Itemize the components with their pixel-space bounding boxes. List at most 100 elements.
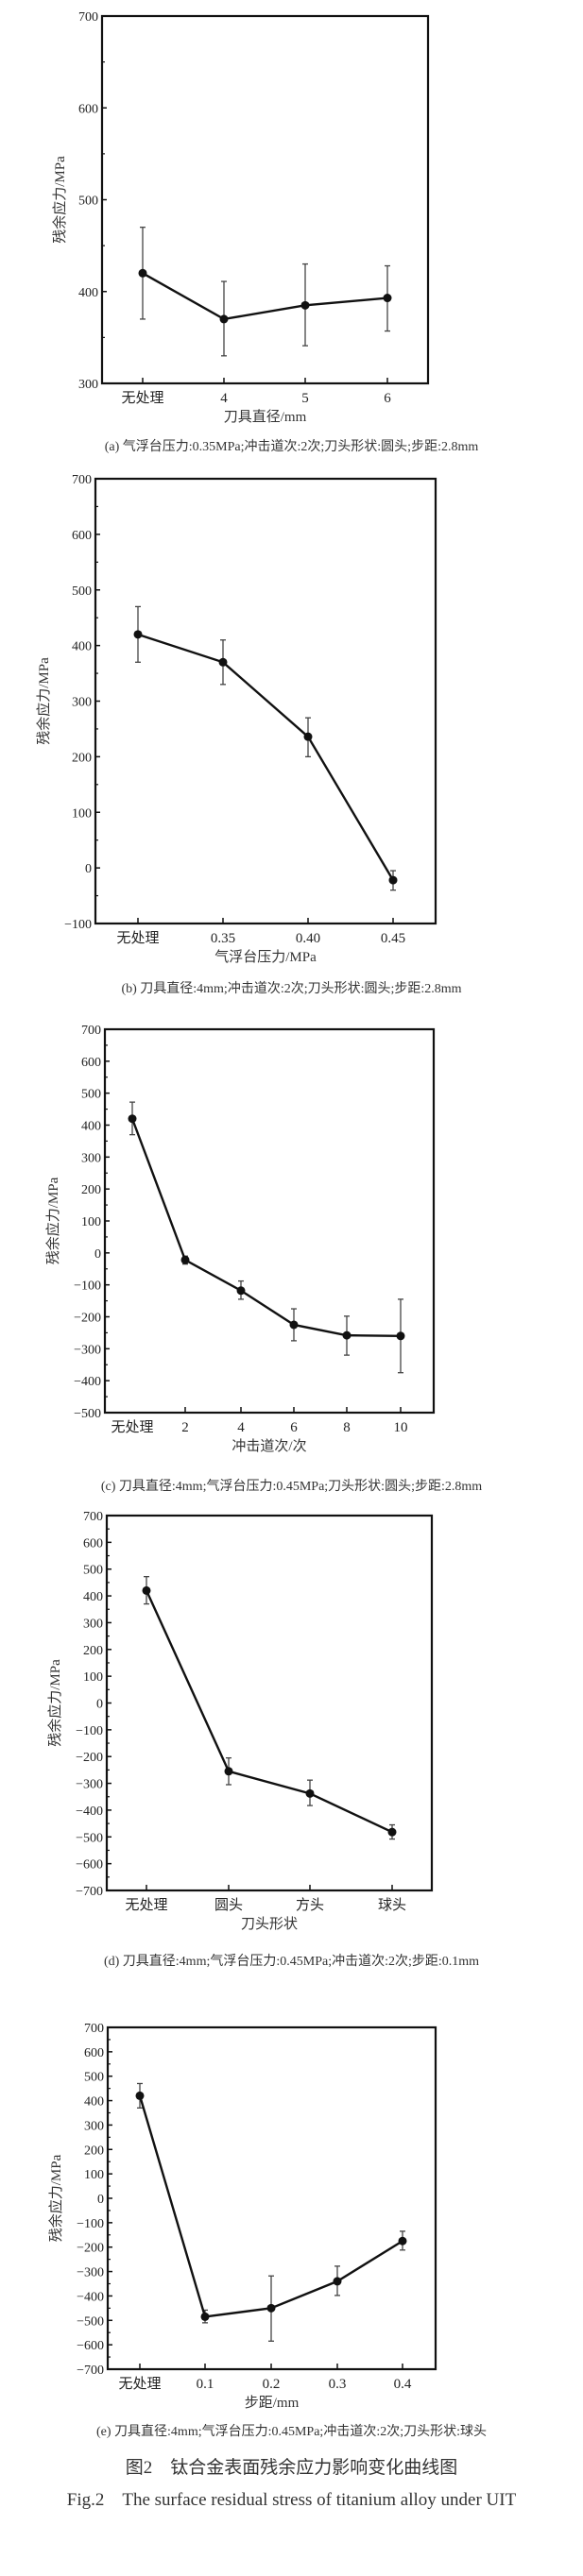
x-tick-label: 2 — [181, 1420, 189, 1435]
y-tick-label: 100 — [72, 806, 92, 821]
y-tick-label: 300 — [72, 696, 92, 710]
y-tick-label: 500 — [78, 195, 98, 209]
x-tick-label: 0.3 — [329, 2377, 347, 2392]
data-point — [300, 300, 310, 310]
y-tick-label: 600 — [83, 1536, 103, 1551]
y-tick-label: 500 — [83, 1564, 103, 1578]
y-tick-label: −500 — [76, 1831, 103, 1845]
data-point — [128, 1114, 137, 1124]
x-tick-label: 0.4 — [394, 2377, 412, 2392]
x-tick-label: 无处理 — [116, 930, 159, 946]
series-line — [142, 272, 388, 321]
y-tick-label: −100 — [64, 918, 92, 932]
data-point — [383, 294, 392, 303]
chart-panel-e: −700 −600 −500 −400 −300 −200 −100 0 100 200 300 40… — [47, 2022, 437, 2411]
series-line — [137, 633, 395, 881]
x-axis-label: 气浮台压力/MPa — [214, 949, 317, 965]
y-tick-label: 600 — [81, 1056, 101, 1070]
x-tick-label: 4 — [237, 1420, 245, 1435]
y-tick-label: 700 — [84, 2022, 104, 2036]
x-tick-label: 0.40 — [296, 931, 320, 946]
y-tick-label: 500 — [84, 2071, 104, 2085]
y-tick-label: −500 — [74, 1407, 101, 1421]
y-tick-label: −400 — [77, 2290, 104, 2304]
y-axis-label: 残余应力/MPa — [46, 1659, 63, 1747]
caption-e: (e) 刀具直径:4mm;气浮台压力:0.45MPa;冲击道次:2次;刀头形状:… — [96, 2425, 487, 2439]
caption-c: (c) 刀具直径:4mm;气浮台压力:0.45MPa;刀头形状:圆头;步距:2.… — [100, 1480, 483, 1494]
x-tick-label: 无处理 — [111, 1419, 153, 1435]
x-tick-label: 6 — [290, 1420, 298, 1435]
y-tick-label: 600 — [84, 2046, 104, 2060]
y-tick-label: −700 — [77, 2364, 104, 2378]
y-tick-label: 700 — [72, 473, 92, 487]
data-point — [396, 1331, 405, 1341]
plot-frame — [94, 477, 437, 925]
data-point — [138, 268, 147, 278]
y-tick-label: 500 — [72, 585, 92, 599]
x-tick-label: 球头 — [378, 1897, 406, 1913]
y-tick-label: −600 — [77, 2339, 104, 2353]
data-point — [289, 1320, 299, 1330]
data-point — [133, 630, 143, 639]
y-axis-label: 残余应力/MPa — [44, 1177, 61, 1264]
y-tick-label: 0 — [96, 1698, 103, 1712]
x-tick-label: 0.1 — [197, 2377, 214, 2392]
y-tick-label: 500 — [81, 1088, 101, 1102]
data-point — [142, 1585, 151, 1595]
y-tick-label: −300 — [77, 2266, 104, 2280]
y-tick-label: −400 — [74, 1375, 101, 1389]
y-tick-label: −100 — [77, 2217, 104, 2231]
x-axis-label: 冲击道次/次 — [231, 1438, 306, 1454]
data-point — [224, 1767, 233, 1776]
y-tick-label: 100 — [83, 1670, 103, 1685]
data-point — [388, 875, 398, 885]
y-tick-label: 0 — [85, 862, 92, 876]
y-tick-label: −100 — [76, 1724, 103, 1738]
plot-frame — [103, 1027, 436, 1415]
y-tick-label: 400 — [84, 2095, 104, 2110]
y-tick-label: 200 — [83, 1644, 103, 1658]
x-tick-label: 0.35 — [211, 931, 235, 946]
y-tick-label: 700 — [78, 10, 98, 25]
plot-frame — [105, 1514, 434, 1892]
data-point — [303, 732, 313, 741]
x-tick-label: 圆头 — [214, 1897, 243, 1913]
y-tick-label: −600 — [76, 1858, 103, 1873]
y-tick-label: −500 — [77, 2314, 104, 2329]
y-tick-label: 0 — [97, 2193, 104, 2207]
y-tick-label: 700 — [83, 1510, 103, 1524]
y-tick-label: 300 — [83, 1617, 103, 1631]
y-tick-label: 100 — [81, 1215, 101, 1229]
x-tick-label: 方头 — [296, 1897, 324, 1913]
y-tick-label: 400 — [78, 286, 98, 300]
y-axis-label: 残余应力/MPa — [51, 156, 68, 244]
y-tick-label: 600 — [72, 529, 92, 543]
y-tick-label: 300 — [81, 1151, 101, 1165]
y-tick-label: −200 — [76, 1751, 103, 1765]
y-axis-label: 残余应力/MPa — [47, 2154, 64, 2242]
caption-a: (a) 气浮台压力:0.35MPa;冲击道次:2次;刀头形状:圆头;步距:2.8… — [104, 440, 479, 454]
y-tick-label: 400 — [83, 1590, 103, 1604]
x-axis-label: 刀头形状 — [241, 1916, 298, 1932]
x-tick-label: 10 — [394, 1420, 408, 1435]
chart-panel-c: −500 −400 −300 −200 −100 0 100 200 300 400 500 600 7… — [44, 1024, 436, 1454]
y-tick-label: 600 — [78, 102, 98, 116]
y-tick-label: 700 — [81, 1024, 101, 1038]
figure-title-en: Fig.2 The surface residual stress of tit… — [66, 2490, 517, 2510]
x-tick-label: 8 — [343, 1420, 351, 1435]
y-tick-label: −200 — [74, 1312, 101, 1326]
data-point — [305, 1788, 315, 1798]
y-tick-label: 200 — [81, 1183, 101, 1197]
x-tick-label: 4 — [220, 391, 228, 406]
series-line — [145, 1589, 393, 1834]
caption-b: (b) 刀具直径:4mm;冲击道次:2次;刀头形状:圆头;步距:2.8mm — [121, 982, 462, 996]
plot-frame — [100, 14, 430, 385]
data-point — [333, 2277, 342, 2286]
y-tick-label: −400 — [76, 1805, 103, 1819]
y-tick-label: 300 — [78, 378, 98, 392]
y-axis-label: 残余应力/MPa — [35, 657, 52, 745]
x-axis-label: 步距/mm — [245, 2395, 300, 2411]
data-point — [180, 1255, 190, 1264]
y-tick-label: −200 — [77, 2242, 104, 2256]
